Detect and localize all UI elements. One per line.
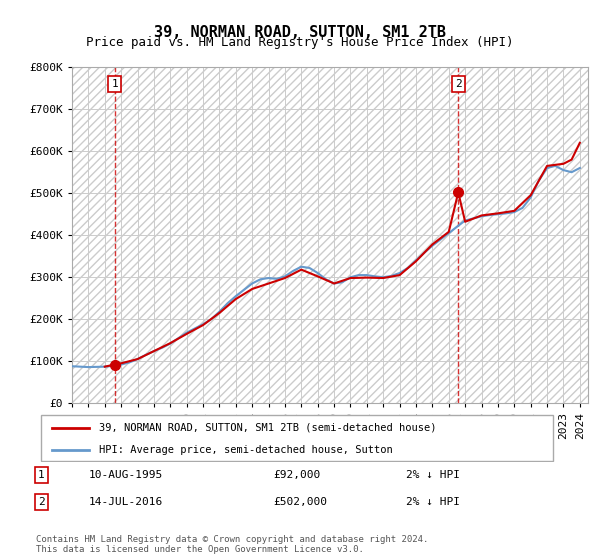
Text: 10-AUG-1995: 10-AUG-1995 (89, 470, 163, 480)
Text: 39, NORMAN ROAD, SUTTON, SM1 2TB: 39, NORMAN ROAD, SUTTON, SM1 2TB (154, 25, 446, 40)
Text: 39, NORMAN ROAD, SUTTON, SM1 2TB (semi-detached house): 39, NORMAN ROAD, SUTTON, SM1 2TB (semi-d… (100, 423, 437, 433)
Text: 1: 1 (111, 79, 118, 89)
Text: £92,000: £92,000 (274, 470, 321, 480)
Text: Price paid vs. HM Land Registry's House Price Index (HPI): Price paid vs. HM Land Registry's House … (86, 36, 514, 49)
Text: 2: 2 (455, 79, 461, 89)
FancyBboxPatch shape (41, 416, 553, 461)
Text: 2: 2 (38, 497, 44, 507)
Text: 2% ↓ HPI: 2% ↓ HPI (406, 470, 460, 480)
Text: Contains HM Land Registry data © Crown copyright and database right 2024.
This d: Contains HM Land Registry data © Crown c… (36, 535, 428, 554)
Text: £502,000: £502,000 (274, 497, 328, 507)
Text: HPI: Average price, semi-detached house, Sutton: HPI: Average price, semi-detached house,… (100, 445, 393, 455)
Text: 14-JUL-2016: 14-JUL-2016 (89, 497, 163, 507)
Text: 2% ↓ HPI: 2% ↓ HPI (406, 497, 460, 507)
Text: 1: 1 (38, 470, 44, 480)
